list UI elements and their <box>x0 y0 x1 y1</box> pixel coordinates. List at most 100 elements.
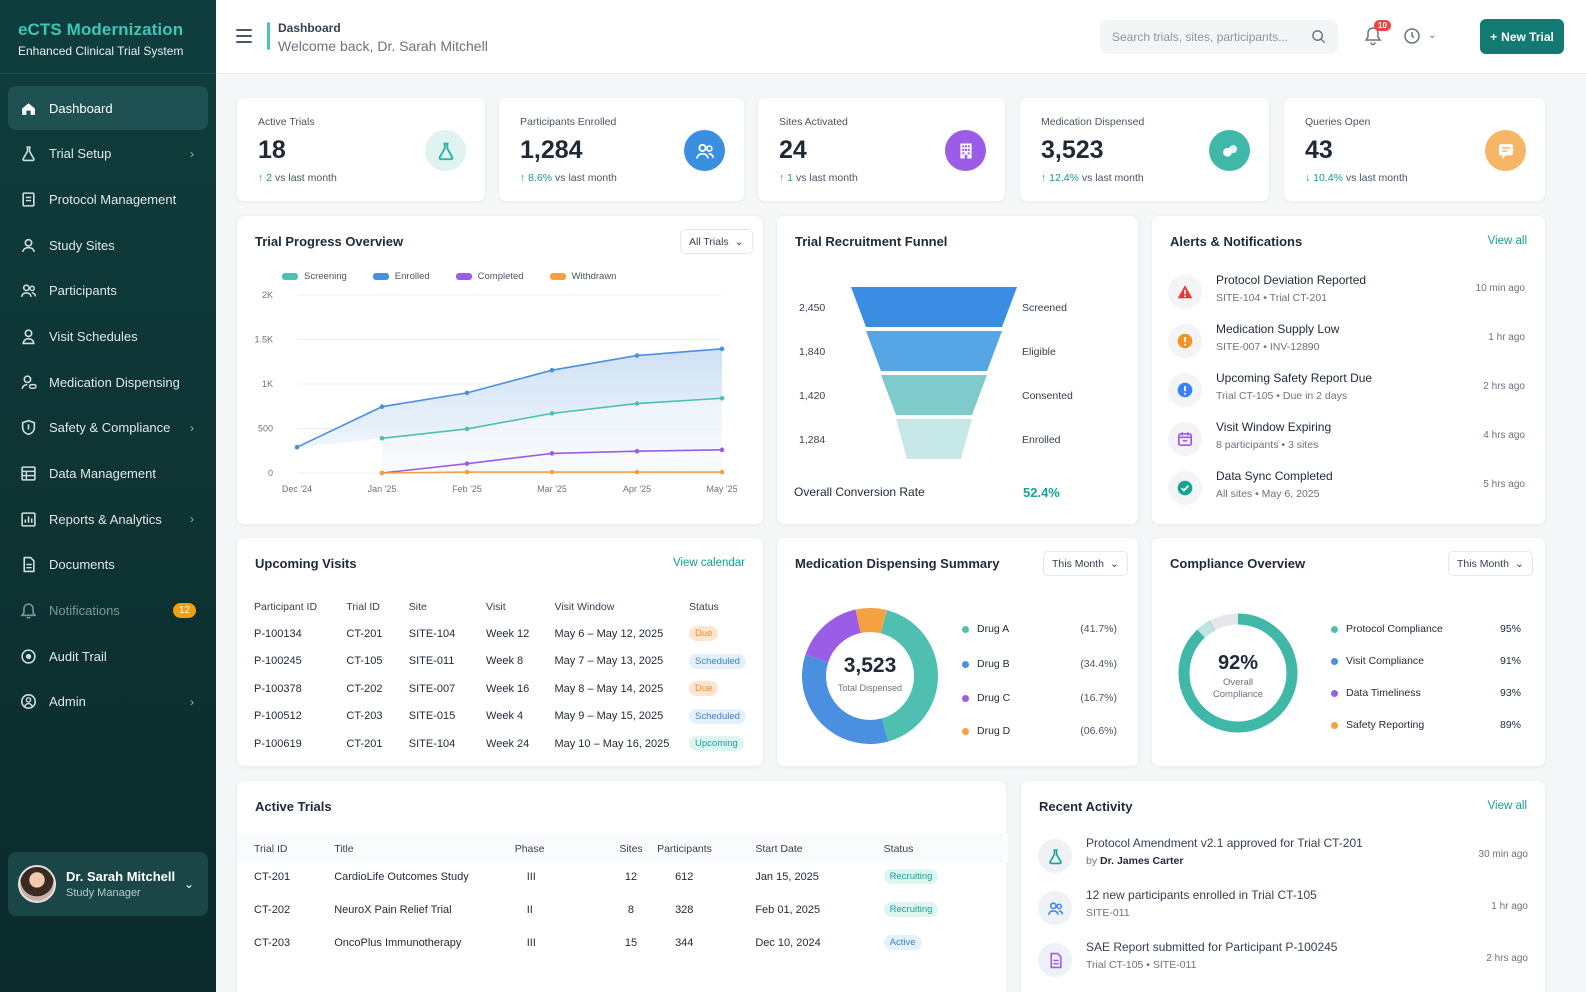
new-trial-button[interactable]: + New Trial <box>1480 19 1564 54</box>
chevron-down-icon[interactable]: ⌄ <box>183 877 194 891</box>
data-point[interactable] <box>464 390 470 396</box>
drug-legend-item[interactable]: Drug A (41.7%) <box>962 623 1117 635</box>
data-point[interactable] <box>634 401 640 406</box>
view-calendar-link[interactable]: View calendar <box>672 557 745 569</box>
data-point[interactable] <box>379 470 385 476</box>
compliance-legend-item[interactable]: Safety Reporting 89% <box>1331 719 1521 731</box>
table-row[interactable]: CT-203 OncoPlus Immunotherapy III 15 344… <box>254 926 994 959</box>
sidebar-item-audit-trail[interactable]: Audit Trail <box>8 634 208 678</box>
sidebar-item-study-sites[interactable]: Study Sites <box>8 223 208 267</box>
drug-legend-item[interactable]: Drug D (06.6%) <box>962 725 1117 737</box>
sidebar-item-reports-analytics[interactable]: Reports & Analytics › <box>8 497 208 541</box>
legend-item[interactable]: Completed <box>455 271 524 282</box>
column-header[interactable]: Status <box>883 843 914 855</box>
kpi-card-sites-activated[interactable]: Sites Activated 24 ↑ 1 vs last month <box>757 97 1006 202</box>
data-point[interactable] <box>634 448 640 454</box>
participant-id-link[interactable]: P-100619 <box>254 737 302 750</box>
trial-id-link[interactable]: CT-203 <box>254 936 291 949</box>
sidebar-item-notifications[interactable]: Notifications 12 <box>8 589 208 633</box>
trial-id-link[interactable]: CT-201 <box>254 870 291 883</box>
chevron-down-icon[interactable]: ⌄ <box>1428 30 1437 41</box>
data-point[interactable] <box>549 469 555 475</box>
data-point[interactable] <box>549 367 555 373</box>
alert-item[interactable]: Medication Supply Low SITE-007 • INV-128… <box>1168 320 1525 364</box>
search-box[interactable] <box>1100 20 1338 54</box>
clock-icon[interactable] <box>1403 27 1421 45</box>
compliance-legend-item[interactable]: Visit Compliance 91% <box>1331 655 1521 667</box>
sidebar-item-participants[interactable]: Participants <box>8 269 208 313</box>
column-header[interactable]: Trial ID <box>254 843 288 855</box>
table-row[interactable]: CT-201 CardioLife Outcomes Study III 12 … <box>254 860 994 893</box>
drug-legend-item[interactable]: Drug C (16.7%) <box>962 692 1117 704</box>
compliance-legend-item[interactable]: Protocol Compliance 95% <box>1331 623 1521 635</box>
data-point[interactable] <box>379 404 385 409</box>
data-point[interactable] <box>634 353 640 358</box>
table-row[interactable]: P-100512 CT-203 SITE-015 Week 4 May 9 – … <box>254 703 749 731</box>
kpi-card-medication-dispensed[interactable]: Medication Dispensed 3,523 ↑ 12.4% vs la… <box>1019 97 1270 202</box>
table-row[interactable]: P-100619 CT-201 SITE-104 Week 24 May 10 … <box>254 730 749 758</box>
search-input[interactable] <box>1112 30 1302 44</box>
sidebar-item-medication-dispensing[interactable]: Medication Dispensing <box>8 360 208 404</box>
sidebar-item-safety-compliance[interactable]: Safety & Compliance › <box>8 406 208 450</box>
sidebar-item-documents[interactable]: Documents <box>8 543 208 587</box>
activity-item[interactable]: 12 new participants enrolled in Trial CT… <box>1038 887 1528 933</box>
column-header[interactable]: Start Date <box>755 843 803 855</box>
kpi-card-active-trials[interactable]: Active Trials 18 ↑ 2 vs last month <box>236 97 486 202</box>
data-point[interactable] <box>294 444 300 450</box>
trial-filter-dropdown[interactable]: All Trials ⌄ <box>680 229 753 254</box>
compliance-legend-item[interactable]: Data Timeliness 93% <box>1331 687 1521 699</box>
data-point[interactable] <box>379 435 385 441</box>
user-profile[interactable]: Dr. Sarah Mitchell Study Manager ⌄ <box>8 852 208 916</box>
alert-item[interactable]: Data Sync Completed All sites • May 6, 2… <box>1168 467 1525 511</box>
table-row[interactable]: P-100378 CT-202 SITE-007 Week 16 May 8 –… <box>254 675 749 703</box>
table-row[interactable]: P-100134 CT-201 SITE-104 Week 12 May 6 –… <box>254 620 749 648</box>
column-header[interactable]: Trial ID <box>346 601 380 613</box>
sidebar-item-admin[interactable]: Admin › <box>8 680 208 724</box>
data-point[interactable] <box>464 469 470 475</box>
donut-slice[interactable] <box>855 608 887 634</box>
sidebar-item-data-management[interactable]: Data Management <box>8 452 208 496</box>
search-icon[interactable] <box>1311 29 1326 44</box>
funnel-segment[interactable] <box>866 331 1002 371</box>
kpi-card-participants-enrolled[interactable]: Participants Enrolled 1,284 ↑ 8.6% vs la… <box>498 97 745 202</box>
data-point[interactable] <box>549 411 555 416</box>
table-row[interactable]: CT-202 NeuroX Pain Relief Trial II 8 328… <box>254 893 994 926</box>
data-point[interactable] <box>719 346 725 352</box>
activity-view-all-link[interactable]: View all <box>1487 800 1527 812</box>
column-header[interactable]: Phase <box>514 843 545 855</box>
legend-item[interactable]: Enrolled <box>372 271 430 282</box>
legend-item[interactable]: Withdrawn <box>549 271 616 282</box>
breadcrumb[interactable]: Dashboard <box>278 21 341 35</box>
column-header[interactable]: Participant ID <box>254 601 318 613</box>
participant-id-link[interactable]: P-100134 <box>254 627 302 640</box>
participant-id-link[interactable]: P-100512 <box>254 710 302 723</box>
funnel-segment[interactable] <box>896 419 972 459</box>
activity-item[interactable]: SAE Report submitted for Participant P-1… <box>1038 939 1528 985</box>
kpi-card-queries-open[interactable]: Queries Open 43 ↓ 10.4% vs last month <box>1283 97 1546 202</box>
alerts-view-all-link[interactable]: View all <box>1487 235 1527 247</box>
alert-item[interactable]: Protocol Deviation Reported SITE-104 • T… <box>1168 271 1525 315</box>
participant-id-link[interactable]: P-100245 <box>254 655 302 668</box>
drug-legend-item[interactable]: Drug B (34.4%) <box>962 658 1117 670</box>
sidebar-item-protocol-management[interactable]: Protocol Management <box>8 177 208 221</box>
trial-id[interactable]: CT-105 <box>346 655 383 668</box>
data-point[interactable] <box>464 426 470 432</box>
column-header[interactable]: Site <box>408 601 427 613</box>
sidebar-item-dashboard[interactable]: Dashboard <box>8 86 208 130</box>
trial-id-link[interactable]: CT-202 <box>254 903 291 916</box>
compliance-filter-dropdown[interactable]: This Month ⌄ <box>1448 551 1533 576</box>
data-point[interactable] <box>719 395 725 401</box>
column-header[interactable]: Visit Window <box>554 601 615 613</box>
donut-slice[interactable] <box>805 609 861 663</box>
sidebar-item-visit-schedules[interactable]: Visit Schedules <box>8 314 208 358</box>
alert-item[interactable]: Visit Window Expiring 8 participants • 3… <box>1168 418 1525 462</box>
data-point[interactable] <box>634 469 640 475</box>
legend-item[interactable]: Screening <box>282 271 347 282</box>
dispensing-filter-dropdown[interactable]: This Month ⌄ <box>1043 551 1128 576</box>
sidebar-item-trial-setup[interactable]: Trial Setup › <box>8 132 208 176</box>
table-row[interactable]: P-100245 CT-105 SITE-011 Week 8 May 7 – … <box>254 648 749 676</box>
data-point[interactable] <box>719 469 725 475</box>
alert-item[interactable]: Upcoming Safety Report Due Trial CT-105 … <box>1168 369 1525 413</box>
data-point[interactable] <box>464 461 470 466</box>
funnel-segment[interactable] <box>851 287 1017 327</box>
